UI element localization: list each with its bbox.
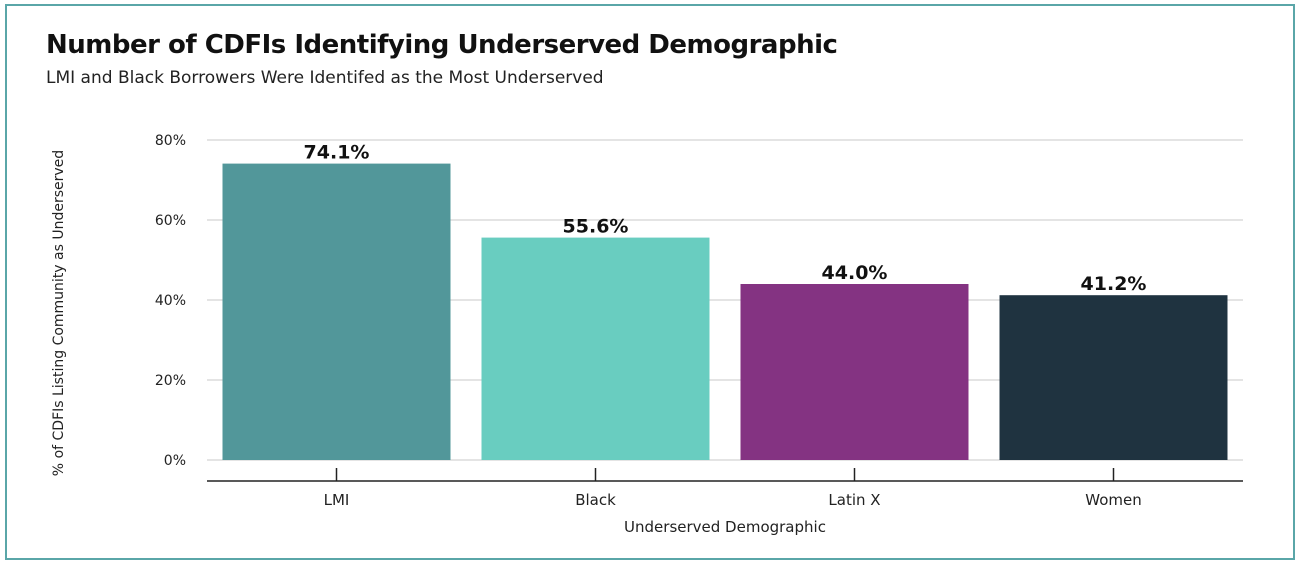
y-tick-label: 60% [155,213,186,229]
value-label: 41.2% [1081,273,1147,295]
value-labels: 74.1% 55.6% 44.0% 41.2% [304,142,1147,296]
y-axis-label: % of CDFIs Listing Community as Underser… [51,150,67,476]
x-tick-label: Black [575,491,616,509]
y-tick-labels: 0% 20% 40% 60% 80% [155,133,186,469]
bars [222,163,1228,460]
bar-women [999,295,1228,460]
x-ticks: LMI Black Latin X Women [324,468,1142,509]
y-tick-label: 20% [155,373,186,389]
x-tick-label: Latin X [828,491,880,509]
value-label: 55.6% [563,216,629,238]
chart-title: Number of CDFIs Identifying Underserved … [46,30,838,60]
x-axis-label: Underserved Demographic [624,518,826,536]
x-tick-label: Women [1085,491,1141,509]
bar-lmi [222,163,451,460]
value-label: 44.0% [822,262,888,284]
y-tick-label: 80% [155,133,186,149]
bar-latin-x [740,284,969,460]
y-tick-label: 40% [155,293,186,309]
bar-black [481,237,710,460]
x-tick-label: LMI [324,491,350,509]
value-label: 74.1% [304,142,370,164]
y-tick-label: 0% [164,453,186,469]
chart-subtitle: LMI and Black Borrowers Were Identifed a… [46,68,604,88]
